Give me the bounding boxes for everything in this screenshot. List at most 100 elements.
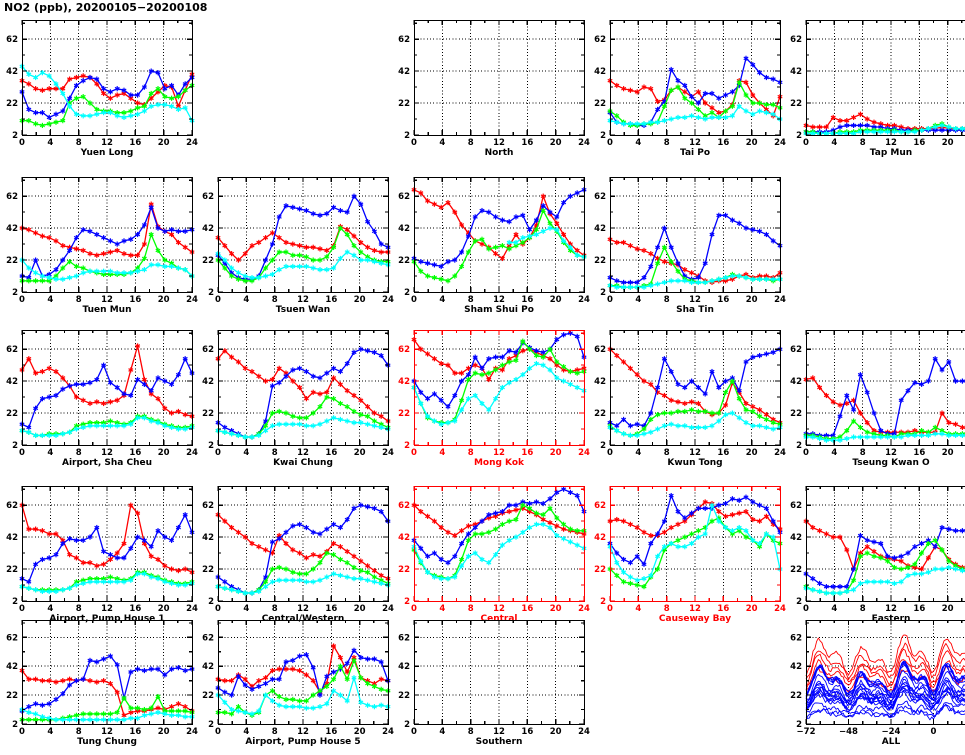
y-tick-label: 22 [790, 691, 802, 701]
x-tick-label: 0 [19, 604, 25, 614]
x-tick-label: 20 [746, 138, 758, 148]
gridlines [218, 330, 388, 445]
axis-ticks [21, 620, 193, 725]
y-tick-label: 22 [594, 99, 606, 109]
y-tick-label: 42 [594, 67, 606, 77]
gridlines [806, 330, 965, 445]
x-tick-label: 20 [746, 604, 758, 614]
series-blue [607, 212, 783, 286]
y-tick-label: 62 [202, 501, 214, 511]
y-tick-label: 22 [202, 691, 214, 701]
panel-title: Southern [475, 737, 523, 747]
x-tick-label: 12 [493, 138, 505, 148]
y-tick-label: 2 [404, 720, 410, 730]
y-tick-label: 62 [790, 633, 802, 643]
y-tick-label: 42 [790, 67, 802, 77]
panel-airport-pump-house-5: 0 4 8 12 16 20 24 2 22 42 62 Airport, Pump House 5 [202, 619, 394, 747]
x-tick-label: 16 [129, 448, 141, 458]
y-tick-label: 2 [12, 441, 18, 451]
y-tick-label: 42 [398, 67, 410, 77]
y-tick-label: 42 [790, 662, 802, 672]
y-tick-label: 2 [600, 597, 606, 607]
x-tick-label: 16 [717, 295, 729, 305]
axis-ticks [217, 486, 389, 602]
y-tick-label: 62 [6, 501, 18, 511]
panel-title: Airport, Pump House 5 [245, 737, 361, 747]
panel-title: Kwun Tong [667, 458, 723, 468]
x-tick-label: 0 [215, 448, 221, 458]
x-tick-label: 4 [635, 604, 641, 614]
x-tick-label: 4 [47, 727, 53, 737]
axis-ticks [413, 20, 585, 136]
y-tick-label: 42 [6, 533, 18, 543]
panel-tuen-mun: 0 4 8 12 16 20 24 2 22 42 62 Tuen Mun [6, 176, 198, 315]
x-tick-label: 12 [101, 604, 113, 614]
x-tick-label: 16 [325, 727, 337, 737]
axis-ticks [413, 330, 585, 446]
axis-ticks [217, 620, 389, 725]
y-tick-label: 2 [600, 131, 606, 141]
panel-central-western: 0 4 8 12 16 20 24 2 22 42 62 Central/Western [202, 485, 394, 624]
x-tick-label: 8 [468, 604, 474, 614]
x-tick-label: 20 [942, 448, 954, 458]
x-tick-label: 8 [76, 138, 82, 148]
x-tick-label: 8 [860, 138, 866, 148]
x-tick-label: 4 [47, 448, 53, 458]
panel-causeway-bay: 0 4 8 12 16 20 24 2 22 42 62 Causeway Bay [594, 485, 786, 624]
gridlines [414, 620, 584, 724]
x-tick-label: 4 [243, 448, 249, 458]
axis-ticks [21, 330, 193, 446]
y-tick-label: 2 [12, 597, 18, 607]
series-blue [803, 524, 965, 590]
x-tick-label: 24 [382, 604, 394, 614]
x-tick-label: 4 [635, 448, 641, 458]
panel-tseung-kwan-o: 048121620242224262Tseung Kwan O [790, 329, 965, 468]
y-tick-label: 22 [202, 565, 214, 575]
x-tick-label: 12 [689, 138, 701, 148]
series-blue [607, 492, 783, 567]
x-tick-label: 20 [354, 448, 366, 458]
x-tick-label: 24 [186, 448, 198, 458]
x-tick-label: 0 [607, 448, 613, 458]
x-tick-label: −48 [839, 727, 858, 737]
x-tick-label: 16 [129, 295, 141, 305]
series-blue [19, 512, 195, 585]
y-tick-label: 22 [202, 409, 214, 419]
x-tick-label: 16 [521, 138, 533, 148]
axis-ticks [413, 620, 585, 725]
y-tick-label: 22 [6, 691, 18, 701]
x-tick-label: 24 [578, 138, 590, 148]
x-tick-label: 8 [76, 604, 82, 614]
y-tick-label: 2 [600, 288, 606, 298]
x-tick-label: 4 [243, 604, 249, 614]
x-tick-label: 24 [382, 727, 394, 737]
x-tick-label: 4 [635, 295, 641, 305]
y-tick-label: 22 [6, 256, 18, 266]
x-tick-label: 4 [47, 138, 53, 148]
panel-title: Tap Mun [869, 148, 913, 158]
x-tick-label: 8 [272, 604, 278, 614]
series-blue [411, 187, 587, 270]
x-tick-label: 20 [158, 448, 170, 458]
x-tick-label: 20 [550, 604, 562, 614]
y-tick-label: 42 [398, 533, 410, 543]
y-tick-label: 42 [202, 662, 214, 672]
y-tick-label: 22 [398, 99, 410, 109]
panel-title: Central [480, 614, 518, 624]
panel-tap-mun: 048121620242224262Tap Mun [790, 19, 965, 158]
y-tick-label: 62 [594, 345, 606, 355]
y-tick-label: 42 [594, 377, 606, 387]
panel-title: Mong Kok [473, 458, 525, 468]
panel-sham-shui-po: 0 4 8 12 16 20 24 2 22 42 62 Sham Shui Po [398, 176, 590, 315]
x-tick-label: 0 [215, 727, 221, 737]
panel-title: Causeway Bay [658, 614, 732, 624]
y-tick-label: 22 [790, 565, 802, 575]
panel-title: Tung Chung [77, 737, 137, 747]
x-tick-label: 8 [76, 448, 82, 458]
panel-mong-kok: 0 4 8 12 16 20 24 2 22 42 62 Mong Kok [398, 329, 590, 468]
x-tick-label: 24 [774, 138, 786, 148]
